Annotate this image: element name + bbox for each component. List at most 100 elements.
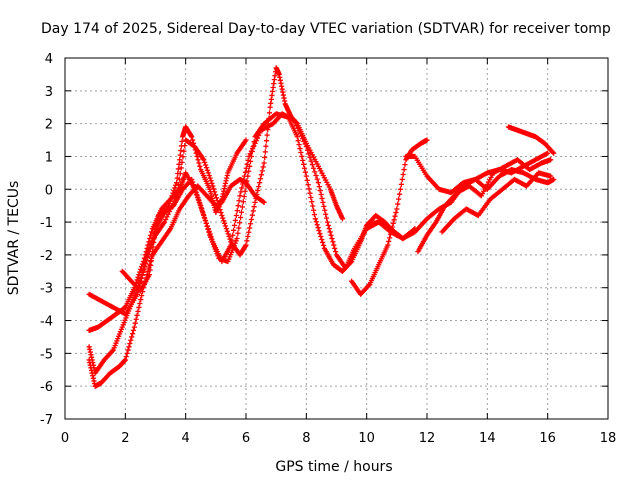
data-point [138, 296, 144, 303]
data-point [238, 209, 245, 215]
data-point [122, 357, 128, 363]
data-point [204, 223, 210, 229]
data-point [140, 268, 146, 274]
data-point [175, 182, 182, 188]
data-point [206, 229, 212, 235]
data-point [242, 169, 248, 175]
data-point [402, 162, 408, 168]
data-point [265, 126, 271, 133]
data-point [134, 291, 140, 297]
data-point [218, 209, 224, 216]
data-point [198, 203, 204, 209]
x-tick-label: 4 [182, 431, 190, 446]
data-point [233, 212, 239, 219]
data-point [332, 249, 339, 255]
data-point [320, 242, 327, 248]
series-track-5 [119, 111, 400, 294]
data-point [199, 206, 205, 212]
data-point [266, 110, 273, 116]
data-point [393, 209, 399, 216]
data-point [240, 181, 246, 187]
x-tick-label: 0 [61, 431, 69, 446]
y-tick-label: -4 [40, 315, 53, 330]
data-point [325, 222, 331, 228]
data-point [252, 199, 258, 205]
data-point [123, 354, 129, 360]
data-point [315, 180, 321, 186]
data-point [262, 149, 268, 155]
y-tick-label: -2 [40, 249, 53, 264]
data-point [190, 137, 196, 143]
data-point [306, 186, 312, 192]
data-point [202, 159, 208, 165]
data-point [258, 172, 264, 178]
data-point [308, 194, 314, 201]
data-point [249, 212, 255, 218]
plot-frame [64, 57, 609, 420]
data-point [139, 293, 145, 299]
y-tick-label: 4 [45, 52, 53, 67]
y-tick-label: -5 [40, 347, 53, 362]
data-point [310, 165, 317, 171]
data-point [132, 320, 138, 326]
data-point [240, 199, 246, 205]
data-point [257, 176, 264, 182]
data-point [246, 168, 252, 174]
x-tick-label: 2 [121, 431, 129, 446]
data-point [196, 197, 202, 204]
data-point [197, 163, 203, 169]
data-point [174, 187, 181, 193]
data-point [211, 186, 217, 192]
data-point [331, 242, 337, 248]
data-point [142, 260, 148, 266]
data-point [247, 163, 253, 169]
data-point [401, 166, 407, 173]
data-point [193, 189, 199, 196]
data-point [225, 231, 231, 237]
data-point [148, 258, 154, 264]
data-point [177, 152, 183, 158]
data-point [390, 220, 396, 227]
data-point [165, 211, 171, 217]
data-point [181, 148, 187, 154]
data-point [146, 272, 153, 278]
data-point [197, 200, 203, 206]
data-point [129, 331, 136, 337]
data-point [550, 149, 556, 155]
data-point [234, 235, 240, 242]
data-points [86, 65, 557, 389]
data-point [304, 177, 310, 184]
data-point [178, 147, 184, 154]
data-point [260, 164, 266, 170]
data-point [139, 272, 145, 278]
data-point [400, 171, 406, 178]
data-point [212, 189, 218, 195]
data-point [203, 220, 209, 227]
x-tick-label: 6 [242, 431, 250, 446]
data-point [246, 229, 252, 235]
y-tick-label: 2 [45, 118, 53, 133]
data-point [226, 233, 232, 240]
grid [65, 58, 608, 419]
data-point [243, 137, 249, 143]
data-point [314, 222, 320, 228]
data-point [130, 327, 137, 333]
series-track-4 [86, 65, 346, 317]
data-point [256, 184, 262, 190]
data-point [320, 239, 326, 246]
y-tick-label: 1 [45, 150, 53, 165]
data-point [199, 208, 206, 215]
data-point [148, 262, 154, 269]
data-point [173, 182, 179, 188]
data-point [329, 235, 335, 242]
data-point [208, 178, 214, 184]
data-point [176, 176, 182, 182]
data-point [202, 162, 209, 168]
y-tick-label: -7 [40, 413, 53, 428]
series-track-9 [415, 157, 554, 255]
data-point [299, 153, 305, 160]
data-point [255, 187, 261, 194]
data-point [109, 348, 115, 354]
data-point [308, 158, 314, 164]
data-point [151, 235, 157, 241]
